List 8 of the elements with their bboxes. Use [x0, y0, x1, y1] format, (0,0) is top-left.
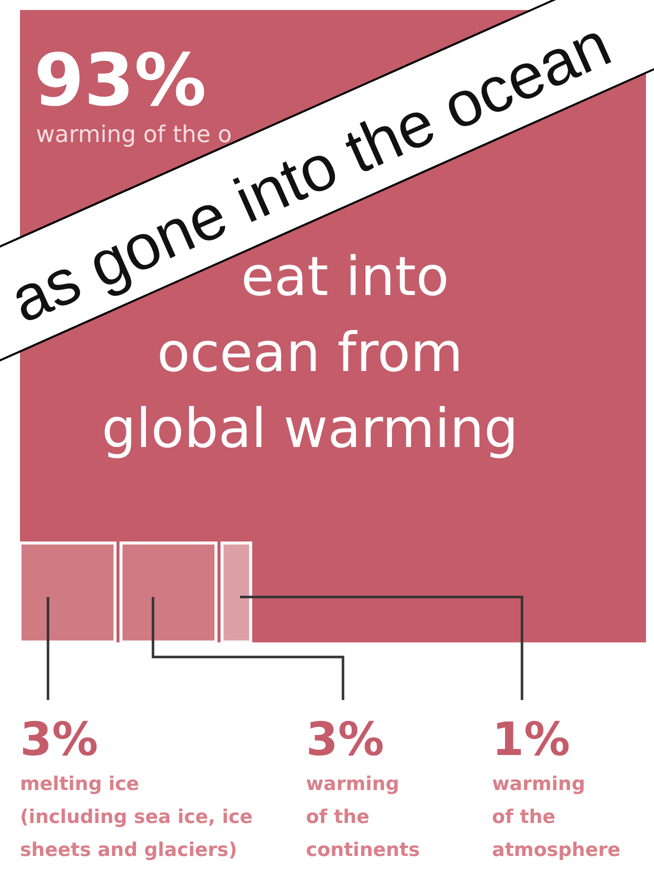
category-label: warming of the continents — [306, 773, 420, 861]
category-label: warming of the atmosphere — [492, 773, 620, 861]
category-label: warming of the o — [36, 122, 232, 148]
data-label: 93% — [34, 38, 206, 122]
data-label: 3% — [20, 712, 98, 766]
data-label: 1% — [492, 712, 570, 766]
data-label: 3% — [306, 712, 384, 766]
category-label: melting ice (including sea ice, ice sheets and glaciers) — [20, 773, 253, 861]
